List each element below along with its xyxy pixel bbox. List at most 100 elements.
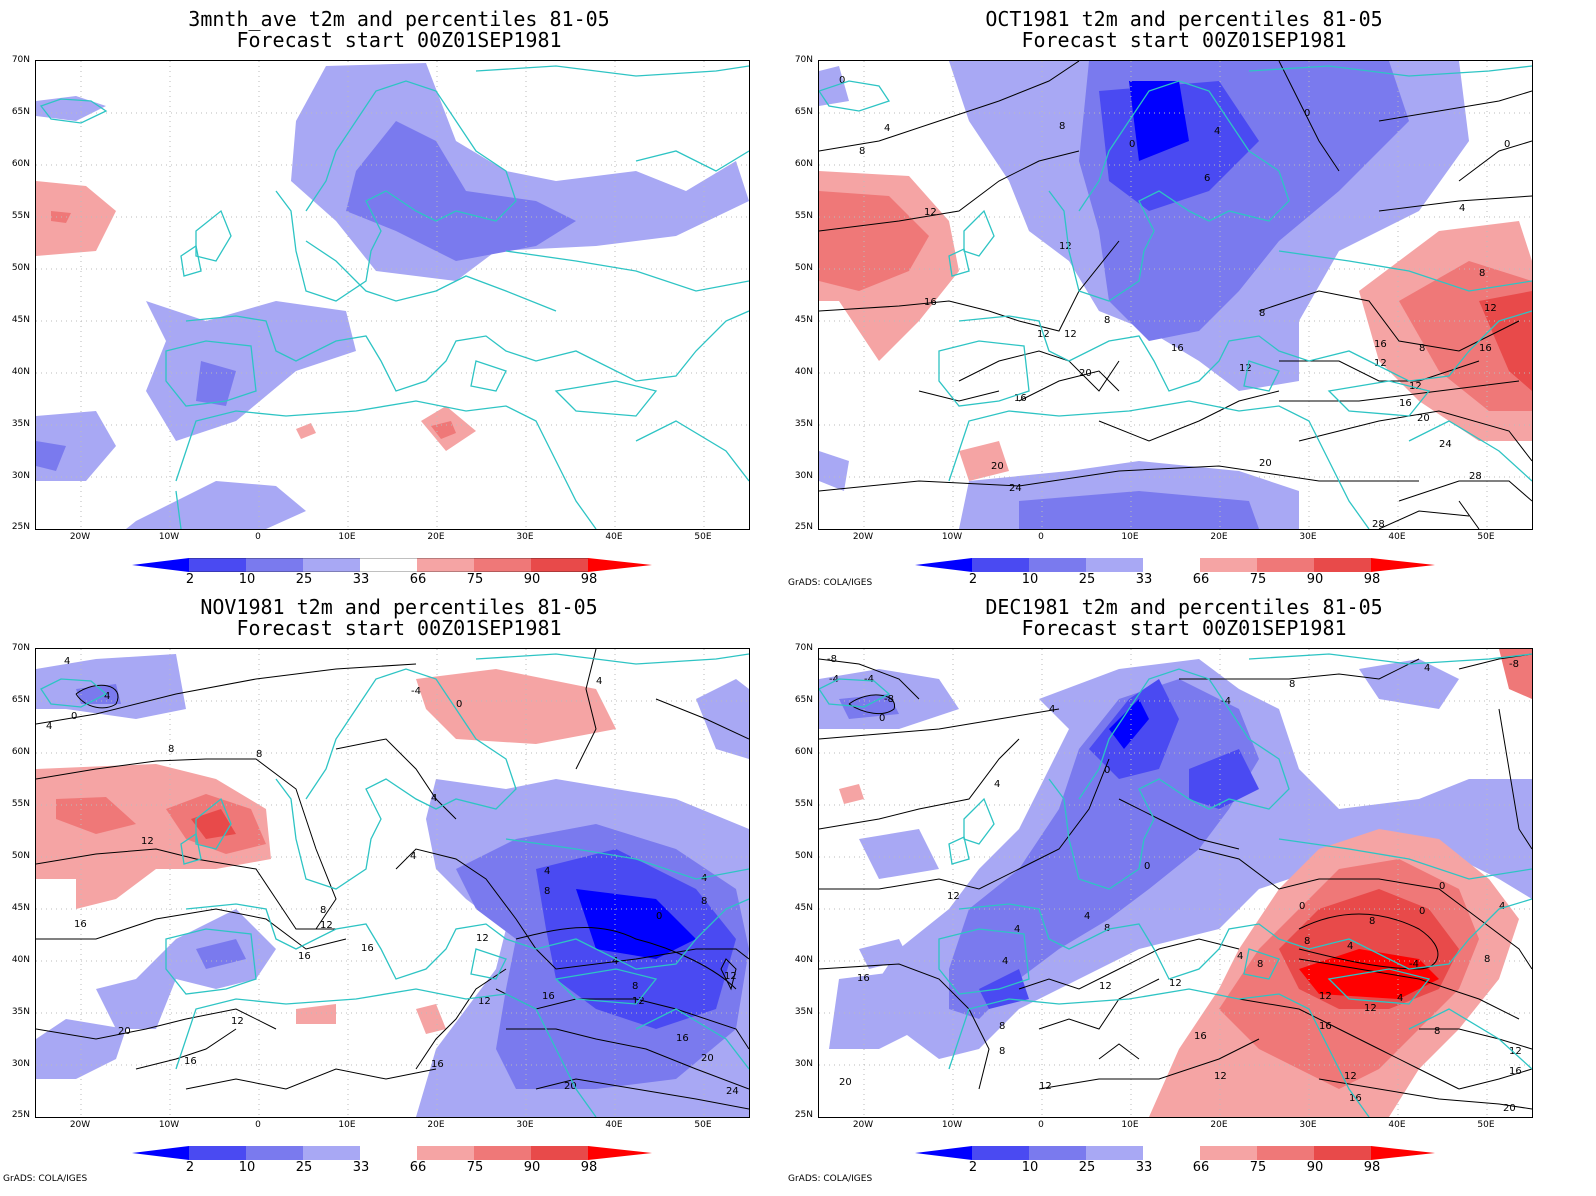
svg-text:4: 4 <box>1499 901 1505 912</box>
lat-label: 55N <box>11 211 30 221</box>
lat-label: 55N <box>794 211 813 221</box>
svg-text:16: 16 <box>676 1033 689 1044</box>
svg-text:4: 4 <box>1459 203 1465 214</box>
svg-text:8: 8 <box>1484 954 1490 965</box>
colorbar-label: 66 <box>409 1160 427 1175</box>
lat-label: 40N <box>11 955 30 965</box>
svg-text:16: 16 <box>857 973 870 984</box>
colorbar-label: 90 <box>1306 1160 1324 1175</box>
lon-label: 20E <box>1210 532 1228 542</box>
colorbar-label: 33 <box>352 572 370 587</box>
colorbar-label: 98 <box>580 1160 598 1175</box>
svg-text:8: 8 <box>999 1021 1005 1032</box>
svg-text:4: 4 <box>1347 941 1353 952</box>
map-frame: 4 4 0 4 8 8 12 16 16 16 8 12 12 20 16 16 0 -4 4 4 4 4 8… <box>35 648 750 1118</box>
colorbar-label: 98 <box>1363 1160 1381 1175</box>
svg-text:12: 12 <box>1064 329 1077 340</box>
svg-text:8: 8 <box>1104 923 1110 934</box>
map-frame: -8 -4 -4 -8 0 4 0 4 12 16 4 4 4 8 0 8 8 12 12 12 20 -4… <box>818 648 1533 1118</box>
svg-text:0: 0 <box>1439 881 1445 892</box>
lon-label: 10E <box>1121 1120 1139 1130</box>
svg-text:8: 8 <box>701 896 707 907</box>
svg-text:28: 28 <box>1469 471 1482 482</box>
svg-text:8: 8 <box>256 749 262 760</box>
lon-label: 40E <box>1388 532 1406 542</box>
svg-text:8: 8 <box>1289 679 1295 690</box>
svg-text:8: 8 <box>1259 308 1265 319</box>
lon-label: 0 <box>255 1120 261 1130</box>
lon-label: 20W <box>69 532 91 542</box>
svg-text:4: 4 <box>1014 924 1020 935</box>
svg-text:20: 20 <box>1417 413 1430 424</box>
svg-text:0: 0 <box>1129 139 1135 150</box>
svg-text:16: 16 <box>431 1059 444 1070</box>
colorbar-label: 98 <box>1363 572 1381 587</box>
lat-label: 60N <box>11 747 30 757</box>
svg-text:0: 0 <box>1304 108 1310 119</box>
svg-text:12: 12 <box>1484 303 1497 314</box>
lon-label: 0 <box>1038 1120 1044 1130</box>
lat-label: 45N <box>11 315 30 325</box>
lat-label: 35N <box>11 1007 30 1017</box>
svg-text:4: 4 <box>701 873 707 884</box>
svg-text:-4: -4 <box>829 674 839 685</box>
lon-label: 10W <box>158 532 180 542</box>
svg-text:16: 16 <box>298 951 311 962</box>
lon-label: 20E <box>427 532 445 542</box>
colorbar <box>915 558 1435 572</box>
svg-text:16: 16 <box>361 943 374 954</box>
lon-label: 30E <box>516 1120 534 1130</box>
colorbar-label: 25 <box>1078 1160 1096 1175</box>
colorbar-label: 66 <box>409 572 427 587</box>
svg-text:12: 12 <box>1374 358 1387 369</box>
lat-label: 50N <box>11 263 30 273</box>
svg-text:8: 8 <box>1419 343 1425 354</box>
svg-text:-4: -4 <box>411 686 421 697</box>
colorbar <box>132 1146 652 1160</box>
svg-text:8: 8 <box>1104 315 1110 326</box>
svg-text:12: 12 <box>231 1016 244 1027</box>
colorbar-label: 2 <box>968 572 978 587</box>
colorbar-label: 2 <box>185 572 195 587</box>
svg-text:4: 4 <box>1049 704 1055 715</box>
svg-text:0: 0 <box>1419 906 1425 917</box>
colorbar-label: 33 <box>352 1160 370 1175</box>
colorbar-label: 90 <box>523 1160 541 1175</box>
lon-label: 10W <box>941 532 963 542</box>
lon-label: 30E <box>516 532 534 542</box>
panel-title: 3mnth_ave t2m and percentiles 81-05 <box>188 7 610 31</box>
svg-text:-4: -4 <box>1221 696 1231 707</box>
svg-text:0: 0 <box>1104 765 1110 776</box>
svg-text:16: 16 <box>542 991 555 1002</box>
svg-text:12: 12 <box>1319 991 1332 1002</box>
lat-label: 25N <box>11 522 30 532</box>
svg-text:20: 20 <box>701 1053 714 1064</box>
lon-label: 20W <box>69 1120 91 1130</box>
panel-title: NOV1981 t2m and percentiles 81-05 <box>200 595 598 619</box>
svg-text:12: 12 <box>478 996 491 1007</box>
colorbar-label: 66 <box>1192 572 1210 587</box>
svg-text:12: 12 <box>476 933 489 944</box>
lat-label: 55N <box>794 799 813 809</box>
lat-label: 70N <box>11 55 30 65</box>
svg-text:4: 4 <box>1214 126 1220 137</box>
lat-label: 40N <box>794 367 813 377</box>
lat-label: 55N <box>11 799 30 809</box>
lat-label: 65N <box>11 107 30 117</box>
svg-text:-4: -4 <box>864 674 874 685</box>
svg-text:16: 16 <box>1014 393 1027 404</box>
colorbar-label: 75 <box>466 1160 484 1175</box>
svg-text:8: 8 <box>1059 121 1065 132</box>
map-frame <box>35 60 750 530</box>
panel-title: OCT1981 t2m and percentiles 81-05 <box>985 7 1383 31</box>
panel-title: DEC1981 t2m and percentiles 81-05 <box>985 595 1383 619</box>
svg-text:4: 4 <box>994 779 1000 790</box>
svg-text:16: 16 <box>74 919 87 930</box>
grads-credit: GrADS: COLA/IGES <box>3 1174 88 1184</box>
lon-label: 30E <box>1299 532 1317 542</box>
lat-label: 70N <box>11 643 30 653</box>
svg-text:20: 20 <box>991 461 1004 472</box>
svg-text:8: 8 <box>632 981 638 992</box>
lat-label: 50N <box>11 851 30 861</box>
colorbar-label: 33 <box>1135 1160 1153 1175</box>
